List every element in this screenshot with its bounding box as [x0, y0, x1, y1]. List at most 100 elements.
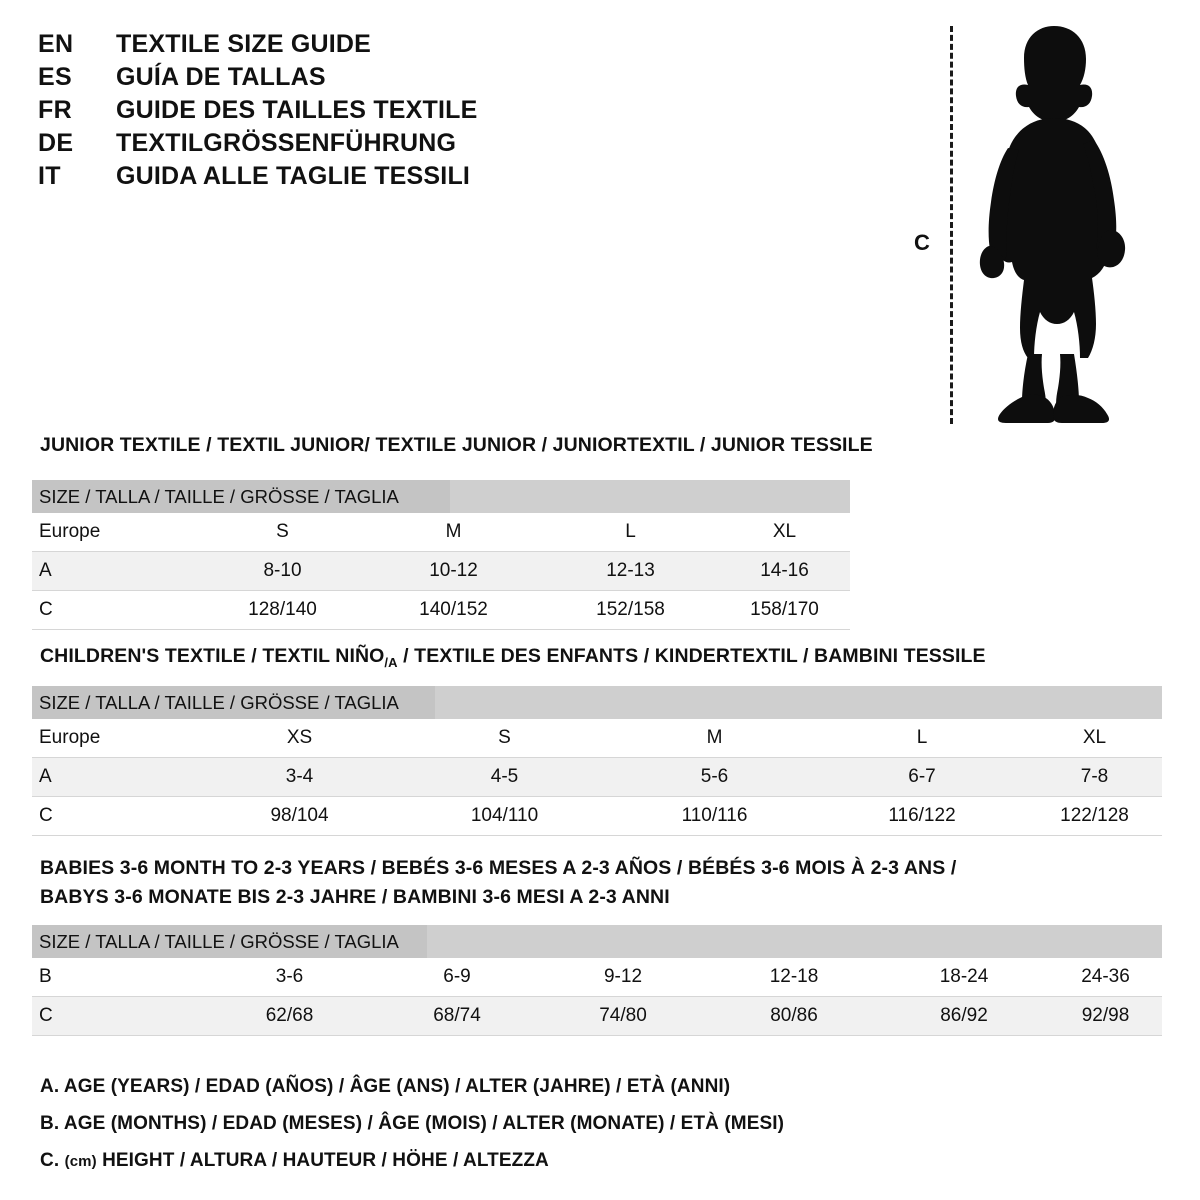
- language-title: GUIDA ALLE TAGLIE TESSILI: [116, 162, 471, 190]
- children-heading-part2: / TEXTILE DES ENFANTS / KINDERTEXTIL / B…: [397, 645, 986, 667]
- table-row: Europe XS S M L XL: [32, 719, 1162, 758]
- children-heading-part1: CHILDREN'S TEXTILE / TEXTIL NIÑO: [40, 645, 385, 667]
- junior-cell: 12-13: [542, 551, 719, 591]
- children-cell: 104/110: [397, 796, 612, 836]
- legend-line-c-prefix: C.: [40, 1150, 60, 1171]
- babies-row-label: C: [32, 996, 202, 1036]
- legend-block: A. AGE (YEARS) / EDAD (AÑOS) / ÂGE (ANS)…: [40, 1068, 940, 1180]
- junior-size-header: L: [542, 513, 719, 552]
- babies-cell: 12-18: [709, 958, 879, 997]
- table-row: C 128/140 140/152 152/158 158/170: [32, 590, 850, 630]
- language-title: GUÍA DE TALLAS: [116, 63, 326, 91]
- table-row: C 62/68 68/74 74/80 80/86 86/92 92/98: [32, 996, 1162, 1036]
- legend-line-c-rest: HEIGHT / ALTURA / HAUTEUR / HÖHE / ALTEZ…: [102, 1150, 549, 1171]
- children-cell: 7-8: [1027, 757, 1162, 797]
- junior-cell: 158/170: [719, 590, 850, 630]
- junior-band-label: SIZE / TALLA / TAILLE / GRÖSSE / TAGLIA: [39, 485, 399, 507]
- junior-cell: 10-12: [365, 551, 542, 591]
- junior-cell: 140/152: [365, 590, 542, 630]
- babies-row-label: B: [32, 958, 202, 997]
- junior-cell: 8-10: [200, 551, 365, 591]
- babies-cell: 74/80: [537, 996, 709, 1036]
- legend-line-c-unit: (cm): [64, 1153, 97, 1170]
- junior-table-band-row: SIZE / TALLA / TAILLE / GRÖSSE / TAGLIA: [32, 480, 850, 513]
- junior-cell: 14-16: [719, 551, 850, 591]
- language-row-it: IT GUIDA ALLE TAGLIE TESSILI: [38, 162, 658, 195]
- table-row: A 8-10 10-12 12-13 14-16: [32, 551, 850, 591]
- babies-cell: 3-6: [202, 958, 377, 997]
- height-marker-label: C: [914, 230, 930, 255]
- legend-line-c: C. (cm) HEIGHT / ALTURA / HAUTEUR / HÖHE…: [40, 1142, 940, 1180]
- height-dashed-line-icon: [950, 26, 953, 424]
- language-row-fr: FR GUIDE DES TAILLES TEXTILE: [38, 96, 658, 129]
- babies-cell: 18-24: [879, 958, 1049, 997]
- legend-line-a: A. AGE (YEARS) / EDAD (AÑOS) / ÂGE (ANS)…: [40, 1076, 731, 1097]
- children-size-header: S: [397, 719, 612, 758]
- children-band-label: SIZE / TALLA / TAILLE / GRÖSSE / TAGLIA: [39, 691, 399, 713]
- language-row-en: EN TEXTILE SIZE GUIDE: [38, 30, 658, 63]
- language-code: ES: [38, 63, 72, 91]
- legend-line-b: B. AGE (MONTHS) / EDAD (MESES) / ÂGE (MO…: [40, 1113, 785, 1134]
- junior-region-label: Europe: [32, 513, 200, 552]
- children-cell: 116/122: [817, 796, 1027, 836]
- language-code: DE: [38, 129, 74, 157]
- babies-band-cell: SIZE / TALLA / TAILLE / GRÖSSE / TAGLIA: [32, 925, 1162, 958]
- language-title: GUIDE DES TAILLES TEXTILE: [116, 96, 478, 124]
- language-title: TEXTILE SIZE GUIDE: [116, 30, 372, 58]
- child-silhouette-icon: [979, 26, 1126, 423]
- language-row-de: DE TEXTILGRÖSSENFÜHRUNG: [38, 129, 658, 162]
- children-cell: 122/128: [1027, 796, 1162, 836]
- babies-section-heading-line1: BABIES 3-6 MONTH TO 2-3 YEARS / BEBÉS 3-…: [40, 857, 957, 879]
- children-cell: 3-4: [202, 757, 397, 797]
- language-code: FR: [38, 96, 72, 124]
- children-row-label: A: [32, 757, 202, 797]
- babies-cell: 24-36: [1049, 958, 1162, 997]
- language-title: TEXTILGRÖSSENFÜHRUNG: [116, 129, 457, 157]
- babies-cell: 9-12: [537, 958, 709, 997]
- junior-size-header: XL: [719, 513, 850, 552]
- children-region-label: Europe: [32, 719, 202, 758]
- babies-cell: 80/86: [709, 996, 879, 1036]
- junior-band-cell: SIZE / TALLA / TAILLE / GRÖSSE / TAGLIA: [32, 480, 850, 513]
- babies-band-label: SIZE / TALLA / TAILLE / GRÖSSE / TAGLIA: [39, 930, 399, 952]
- children-cell: 6-7: [817, 757, 1027, 797]
- language-row-es: ES GUÍA DE TALLAS: [38, 63, 658, 96]
- junior-size-header: S: [200, 513, 365, 552]
- children-cell: 110/116: [612, 796, 817, 836]
- children-size-header: XL: [1027, 719, 1162, 758]
- children-cell: 98/104: [202, 796, 397, 836]
- language-title-block: EN TEXTILE SIZE GUIDE ES GUÍA DE TALLAS …: [38, 30, 658, 195]
- babies-table-band-row: SIZE / TALLA / TAILLE / GRÖSSE / TAGLIA: [32, 925, 1162, 958]
- babies-cell: 92/98: [1049, 996, 1162, 1036]
- junior-cell: 128/140: [200, 590, 365, 630]
- junior-row-label: A: [32, 551, 200, 591]
- children-size-header: M: [612, 719, 817, 758]
- children-size-header: L: [817, 719, 1027, 758]
- babies-cell: 6-9: [377, 958, 537, 997]
- babies-cell: 62/68: [202, 996, 377, 1036]
- junior-cell: 152/158: [542, 590, 719, 630]
- children-section-heading: CHILDREN'S TEXTILE / TEXTIL NIÑO/A / TEX…: [40, 645, 986, 670]
- babies-section-heading-line2: BABYS 3-6 MONATE BIS 2-3 JAHRE / BAMBINI…: [40, 886, 670, 908]
- children-table-band-row: SIZE / TALLA / TAILLE / GRÖSSE / TAGLIA: [32, 686, 1162, 719]
- junior-size-header: M: [365, 513, 542, 552]
- children-band-cell: SIZE / TALLA / TAILLE / GRÖSSE / TAGLIA: [32, 686, 1162, 719]
- table-row: Europe S M L XL: [32, 513, 850, 552]
- junior-row-label: C: [32, 590, 200, 630]
- children-cell: 4-5: [397, 757, 612, 797]
- babies-cell: 68/74: [377, 996, 537, 1036]
- junior-section-heading: JUNIOR TEXTILE / TEXTIL JUNIOR/ TEXTILE …: [40, 434, 873, 456]
- babies-size-table: SIZE / TALLA / TAILLE / GRÖSSE / TAGLIA …: [32, 925, 1162, 1036]
- children-row-label: C: [32, 796, 202, 836]
- table-row: B 3-6 6-9 9-12 12-18 18-24 24-36: [32, 958, 1162, 997]
- language-code: EN: [38, 30, 74, 58]
- height-illustration: C: [900, 12, 1150, 432]
- children-size-table: SIZE / TALLA / TAILLE / GRÖSSE / TAGLIA …: [32, 686, 1162, 836]
- junior-size-table: SIZE / TALLA / TAILLE / GRÖSSE / TAGLIA …: [32, 480, 850, 630]
- language-code: IT: [38, 162, 61, 190]
- table-row: A 3-4 4-5 5-6 6-7 7-8: [32, 757, 1162, 797]
- children-heading-subscript: /A: [384, 654, 398, 670]
- babies-cell: 86/92: [879, 996, 1049, 1036]
- children-size-header: XS: [202, 719, 397, 758]
- table-row: C 98/104 104/110 110/116 116/122 122/128: [32, 796, 1162, 836]
